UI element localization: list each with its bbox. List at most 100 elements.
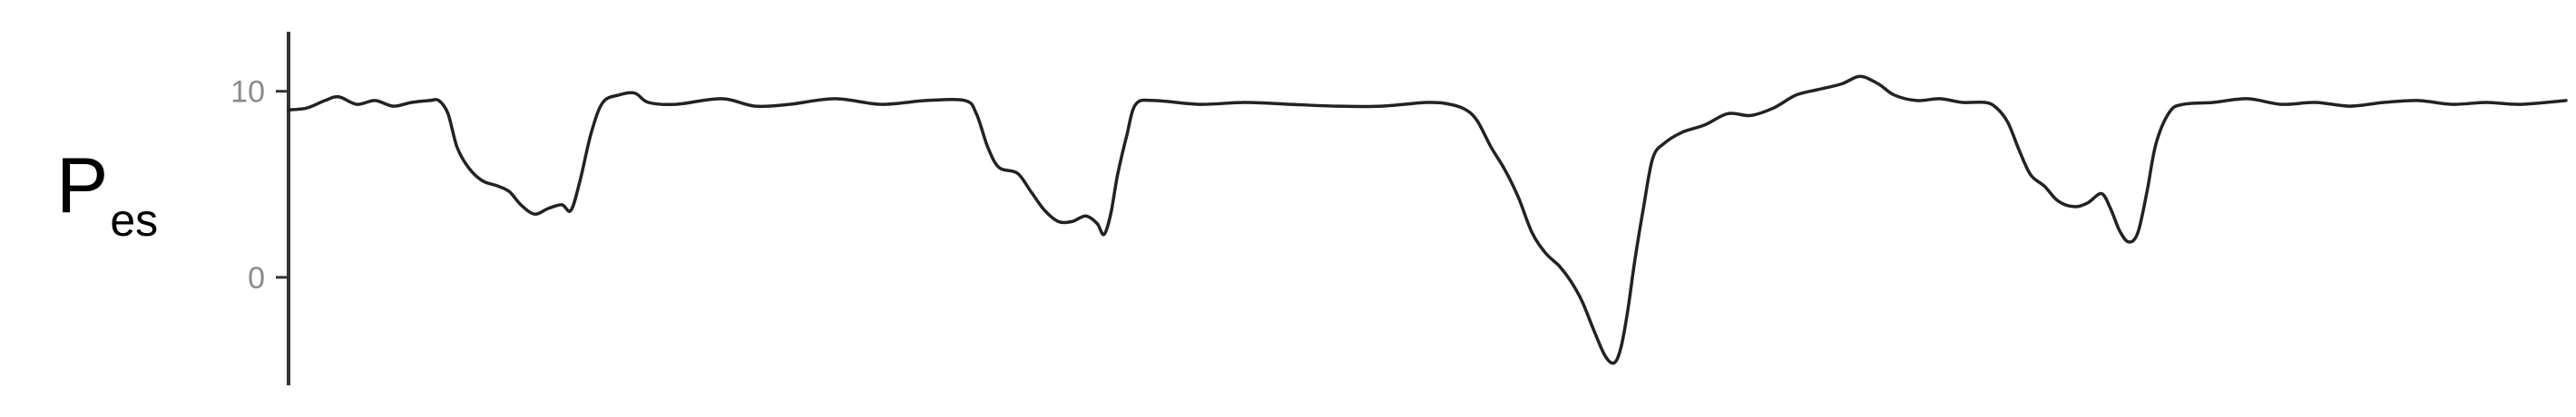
data-point [1772, 107, 1775, 110]
data-point [2086, 201, 2089, 204]
data-point [446, 112, 449, 115]
data-point [467, 166, 470, 169]
data-point [1244, 102, 1247, 104]
data-point [1043, 209, 1046, 212]
data-point [428, 99, 431, 102]
data-point [2137, 231, 2140, 234]
data-point [2451, 103, 2454, 106]
data-point [579, 179, 582, 182]
data-point [1727, 112, 1729, 115]
data-point [2155, 142, 2158, 145]
data-point [2565, 99, 2568, 102]
series-group [287, 74, 2568, 365]
y-tick-label-0: 0 [248, 261, 265, 296]
data-point [590, 131, 593, 133]
data-point [925, 99, 927, 102]
data-point [1449, 103, 1452, 106]
data-point [2072, 205, 2075, 208]
data-point [1116, 174, 1119, 177]
data-point [1570, 280, 1572, 283]
data-point [986, 146, 989, 149]
data-point [1199, 103, 1201, 106]
data-point [834, 97, 837, 100]
data-point [1877, 82, 1880, 85]
data-point [1651, 157, 1654, 160]
data-point [2519, 103, 2522, 106]
data-point [288, 109, 290, 112]
data-point [1893, 93, 1895, 96]
data-point [879, 103, 882, 106]
data-point [1840, 82, 1843, 85]
data-point [1961, 102, 1964, 104]
data-point [618, 93, 621, 96]
data-point [1681, 131, 1684, 133]
data-point [1071, 220, 1073, 223]
data-point [1795, 93, 1797, 96]
data-point [2169, 111, 2171, 113]
data-point [2416, 99, 2419, 102]
data-point [534, 213, 536, 216]
y-tick-label-10: 10 [230, 75, 265, 110]
data-point [2383, 102, 2385, 104]
data-point [1592, 328, 1595, 331]
data-point [754, 105, 757, 108]
data-point [2043, 185, 2046, 188]
data-point [1633, 261, 1636, 264]
data-point [1858, 75, 1861, 78]
data-point [674, 103, 677, 106]
data-point [2018, 150, 2021, 152]
data-point [356, 103, 358, 106]
data-point [1749, 114, 1752, 117]
data-point [481, 179, 484, 182]
data-point [1663, 142, 1666, 145]
data-point [1289, 103, 1292, 106]
data-point [1134, 103, 1137, 106]
data-point [1084, 215, 1087, 218]
data-point [1531, 231, 1533, 234]
data-point [2314, 102, 2316, 104]
data-point [788, 103, 791, 106]
data-point [1030, 190, 1033, 193]
data-point [374, 99, 377, 102]
data-point [455, 146, 458, 149]
data-point [1581, 300, 1583, 303]
data-point [2030, 174, 2032, 177]
data-point [547, 208, 550, 210]
y-axis-label-main: P [56, 142, 109, 229]
data-point [2485, 102, 2488, 104]
data-point [2119, 229, 2121, 232]
data-point [1476, 120, 1479, 122]
data-point [2057, 199, 2060, 202]
y-axis-ticks: 10 0 [230, 75, 289, 296]
data-point [1995, 107, 1998, 110]
data-point [306, 107, 309, 110]
data-point [1110, 213, 1112, 216]
data-point [1426, 102, 1429, 104]
data-point [520, 203, 523, 206]
data-point [2128, 240, 2130, 243]
data-point [1603, 354, 1606, 357]
data-point [1558, 265, 1561, 267]
data-point [1152, 99, 1155, 102]
data-point [2280, 103, 2283, 106]
data-point [2110, 208, 2112, 210]
data-point [1938, 97, 1941, 100]
series-line-0 [287, 74, 2568, 365]
data-point [1626, 309, 1629, 312]
data-point [2007, 121, 2010, 124]
data-point [633, 92, 636, 94]
data-point [602, 102, 604, 104]
data-point [2211, 102, 2214, 104]
data-point [508, 190, 511, 193]
data-point [1380, 105, 1383, 108]
data-point [570, 209, 573, 212]
data-point [1517, 196, 1520, 199]
data-point [410, 102, 413, 104]
data-point [2182, 103, 2185, 106]
data-point [496, 185, 499, 188]
data-point [324, 99, 327, 102]
data-point [1335, 105, 1337, 108]
data-point [975, 112, 978, 115]
y-axis-label-subscript: es [110, 195, 159, 246]
